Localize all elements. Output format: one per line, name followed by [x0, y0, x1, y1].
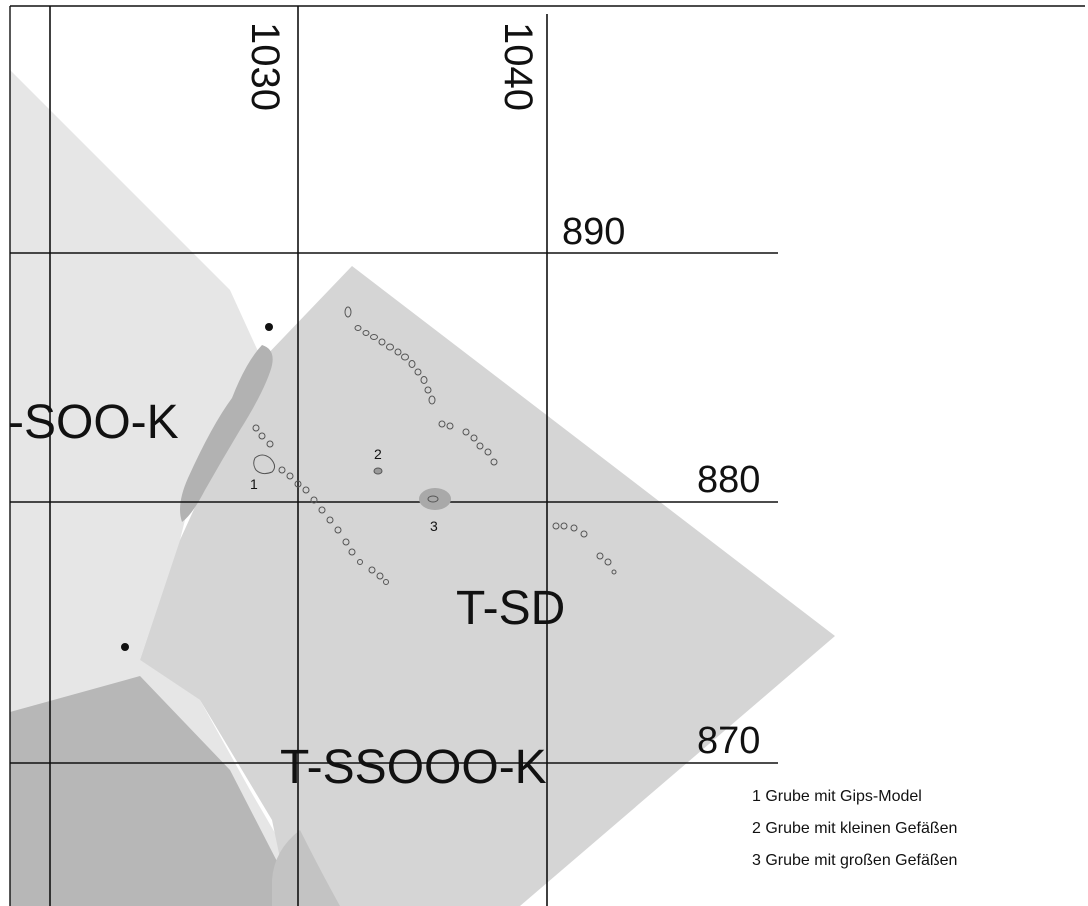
zone-label-t-sd: T-SD [456, 582, 565, 635]
pit-feature-3-core [427, 495, 439, 503]
grid-label-y-870: 870 [697, 720, 760, 762]
pit-feature-3 [419, 488, 451, 510]
pit-feature-1-outline [253, 454, 276, 475]
legend-item-kleine-gefaesse: 2 Grube mit kleinen Gefäßen [752, 820, 958, 837]
survey-point-upper [265, 323, 273, 331]
feature-marker-2: 2 [374, 446, 382, 462]
zone-dark-strip [180, 345, 273, 522]
zone-dark-pocket-bottom [272, 830, 340, 906]
feature-marker-3: 3 [430, 518, 438, 534]
grid-label-y-880: 880 [697, 459, 760, 501]
legend-item-gips-model: 1 Grube mit Gips-Model [752, 788, 922, 805]
grid-label-x-1030: 1030 [243, 22, 287, 111]
pit-cluster-left [252, 424, 389, 585]
pit-cluster-right [552, 522, 617, 575]
legend-item-grosse-gefaesse: 3 Grube mit großen Gefäßen [752, 852, 958, 869]
grid-label-y-890: 890 [562, 211, 625, 253]
zone-label-soo-k: -SOO-K [8, 396, 179, 449]
survey-point-lower [121, 643, 129, 651]
pit-feature-2 [373, 467, 383, 475]
pit-cluster-upper [344, 306, 498, 466]
grid-label-x-1040: 1040 [496, 22, 540, 111]
zone-label-t-ssooo-k: T-SSOOO-K [280, 741, 547, 794]
feature-marker-1: 1 [250, 476, 258, 492]
map-legend: 1 Grube mit Gips-Model 2 Grube mit klein… [752, 786, 957, 882]
zone-t-sd-area [140, 266, 835, 906]
zone-dark-pocket-left [10, 676, 300, 906]
